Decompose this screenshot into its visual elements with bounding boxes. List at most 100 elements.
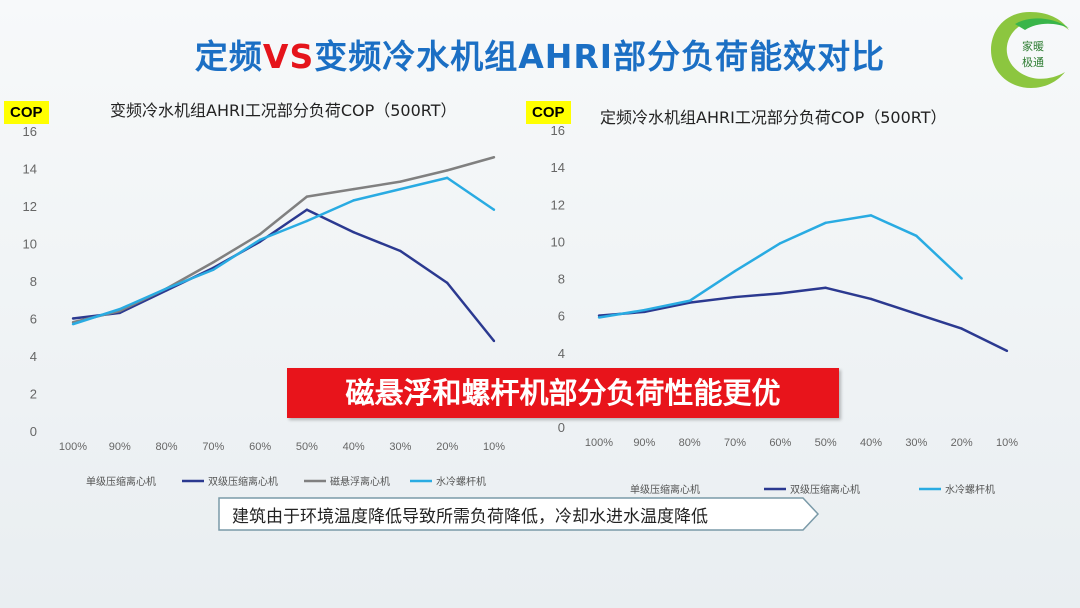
chart1-series-point (352, 187, 355, 191)
chart2-xtick-label: 10% (996, 437, 1018, 449)
chart2-xtick-label: 40% (860, 437, 882, 449)
chart2-title: 定频冷水机组AHRI工况部分负荷COP（500RT） (600, 108, 947, 127)
chart1-xtick-label: 90% (109, 441, 131, 453)
chart1-series-point (71, 322, 75, 326)
chart2-series-point (779, 292, 782, 295)
chart2-ytick-label: 16 (551, 123, 565, 138)
chart1-xtick-label: 70% (202, 441, 224, 453)
chart2-ylabel-badge: COP (526, 101, 571, 124)
chart1-legend-label: 磁悬浮离心机 (330, 475, 390, 488)
chart1-series-point (446, 169, 449, 172)
chart1-legend-label: 双级压缩离心机 (208, 475, 278, 488)
chart2-xtick-label: 90% (633, 437, 655, 449)
note-box: 建筑由于环境温度降低导致所需负荷降低，冷却水进水温度降低 (218, 497, 820, 531)
chart1-series-point (352, 199, 355, 202)
chart1-ytick-label: 12 (23, 199, 37, 214)
chart1-series-point (71, 317, 75, 320)
logo: 家暖 极通 (991, 12, 1069, 88)
callout-banner: 磁悬浮和螺杆机部分负荷性能更优 (287, 368, 839, 418)
chart2-ytick-label: 10 (551, 234, 565, 249)
chart2-series-point (915, 234, 918, 238)
chart2-series-point (960, 327, 963, 330)
chart2-series-point (733, 295, 737, 299)
chart1-series-point (212, 268, 215, 271)
chart1-ytick-label: 4 (30, 349, 37, 364)
chart1-title: 变频冷水机组AHRI工况部分负荷COP（500RT） (110, 101, 457, 120)
chart1-series-point (305, 219, 309, 223)
chart1-xtick-label: 20% (436, 441, 458, 453)
chart1-ytick-label: 16 (23, 124, 37, 139)
chart2-ytick-label: 0 (558, 420, 565, 435)
chart1-ytick-label: 6 (30, 312, 37, 327)
chart1-ytick-label: 2 (30, 387, 37, 402)
chart1-legend-label: 单级压缩离心机 (86, 475, 156, 488)
chart2-series-point (824, 286, 827, 289)
chart2-series-point (733, 269, 737, 273)
chart2-xtick-label: 100% (585, 437, 613, 449)
chart1-series-point (446, 281, 449, 285)
chart2-ytick-label: 14 (551, 160, 565, 175)
chart2-series-point (869, 297, 873, 301)
chart2-series-point (779, 242, 782, 245)
logo-line1: 家暖 (1022, 39, 1044, 53)
chart1-series-point (258, 238, 262, 241)
chart1-series-line (72, 176, 495, 326)
chart1-series-point (399, 180, 402, 183)
title-part1: 定频 (194, 37, 263, 76)
chart1-series-point (258, 232, 262, 236)
chart2-xtick-label: 30% (905, 437, 927, 449)
chart1-xtick-label: 50% (296, 441, 318, 453)
chart1-ytick-label: 0 (30, 424, 37, 439)
chart2-xtick-label: 70% (724, 437, 746, 449)
chart2-series-point (688, 299, 691, 302)
slide-title: 定频VS变频冷水机组AHRI部分负荷能效对比 (0, 30, 1080, 78)
chart2-series-point (824, 221, 827, 225)
chart1-ytick-label: 8 (30, 274, 37, 289)
chart2-series-point (597, 316, 601, 319)
chart2-ytick-label: 6 (558, 309, 565, 324)
chart1-xtick-label: 100% (59, 441, 87, 453)
chart1-series-point (212, 261, 215, 264)
chart1-series-point (492, 339, 496, 343)
chart2-series-point (1005, 349, 1009, 353)
chart1-series-point (305, 208, 309, 211)
chart2-series-line (598, 214, 963, 319)
title-part2: 变频冷水机组AHRI部分负荷能效对比 (314, 37, 886, 76)
chart1-series-point (165, 287, 168, 290)
title-vs: VS (262, 37, 315, 76)
chart1-xtick-label: 80% (156, 441, 178, 453)
chart1-series-point (446, 176, 449, 180)
chart2-legend-label: 单级压缩离心机 (630, 483, 700, 496)
chart2-ytick-label: 8 (558, 272, 565, 287)
chart2-xtick-label: 50% (815, 437, 837, 449)
chart2-ytick-label: 12 (551, 197, 565, 212)
chart2-legend-label: 水冷螺杆机 (945, 483, 995, 496)
chart2-xtick-label: 80% (679, 437, 701, 449)
chart1-ytick-label: 14 (23, 162, 37, 177)
chart2-ytick-label: 4 (558, 346, 565, 361)
chart2-series-line (598, 286, 1008, 353)
chart1-xtick-label: 10% (483, 441, 505, 453)
chart1-legend-label: 水冷螺杆机 (436, 475, 486, 488)
chart1-xtick-label: 30% (389, 441, 411, 453)
chart1-series-point (118, 307, 121, 311)
chart1-series-point (399, 187, 402, 191)
chart1-xtick-label: 40% (343, 441, 365, 453)
chart2-series-point (915, 312, 918, 315)
chart2-series-point (869, 214, 873, 217)
chart1-series-point (492, 156, 496, 159)
chart2-xtick-label: 20% (951, 437, 973, 449)
chart1-ytick-label: 10 (23, 237, 37, 252)
chart1-ylabel-badge: COP (4, 101, 49, 124)
chart2-series-point (960, 277, 963, 280)
chart1-series-line (72, 208, 495, 342)
logo-line2: 极通 (1022, 55, 1044, 69)
note-text: 建筑由于环境温度降低导致所需负荷降低，冷却水进水温度降低 (232, 507, 708, 527)
chart2-series-point (643, 308, 646, 312)
chart1-series-point (492, 208, 496, 211)
chart1-series-point (399, 249, 402, 253)
chart1-series-point (305, 195, 309, 198)
chart1-xtick-label: 60% (249, 441, 271, 453)
